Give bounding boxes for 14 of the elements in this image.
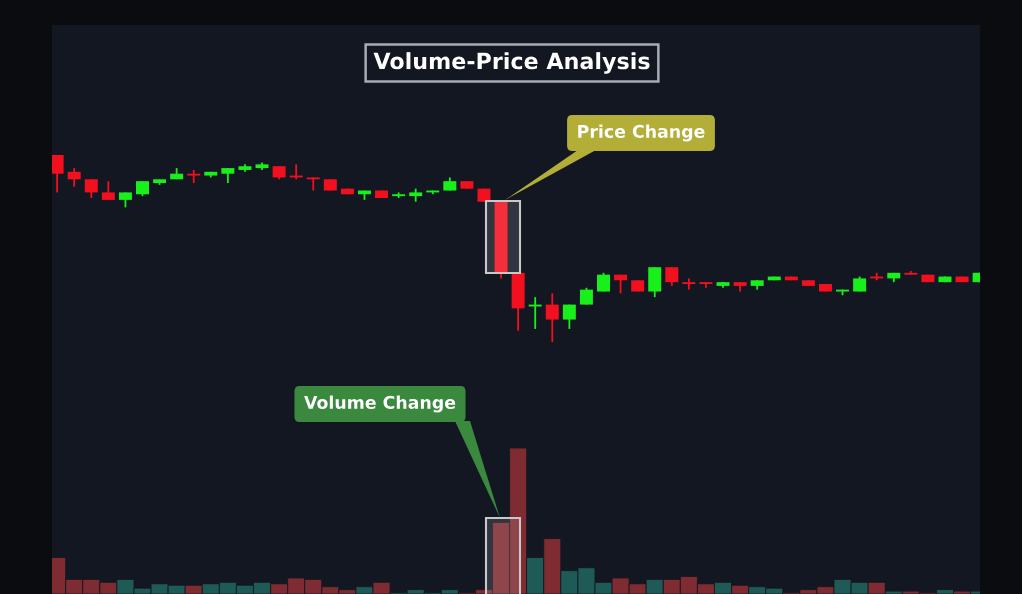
candlestick bbox=[101, 180, 115, 201]
text: Price Change bbox=[578, 124, 705, 142]
candlestick bbox=[52, 154, 64, 194]
candlestick bbox=[597, 271, 610, 293]
candlestick bbox=[665, 266, 679, 287]
candlestick bbox=[187, 169, 201, 184]
candlestick bbox=[682, 277, 696, 291]
candlestick bbox=[545, 292, 559, 343]
candlestick bbox=[562, 303, 576, 330]
candlestick bbox=[84, 178, 98, 199]
candlestick bbox=[306, 176, 320, 192]
chart-title: Volume-Price Analysis bbox=[373, 52, 650, 74]
text: Volume Change bbox=[304, 395, 456, 413]
candlestick bbox=[67, 167, 81, 188]
